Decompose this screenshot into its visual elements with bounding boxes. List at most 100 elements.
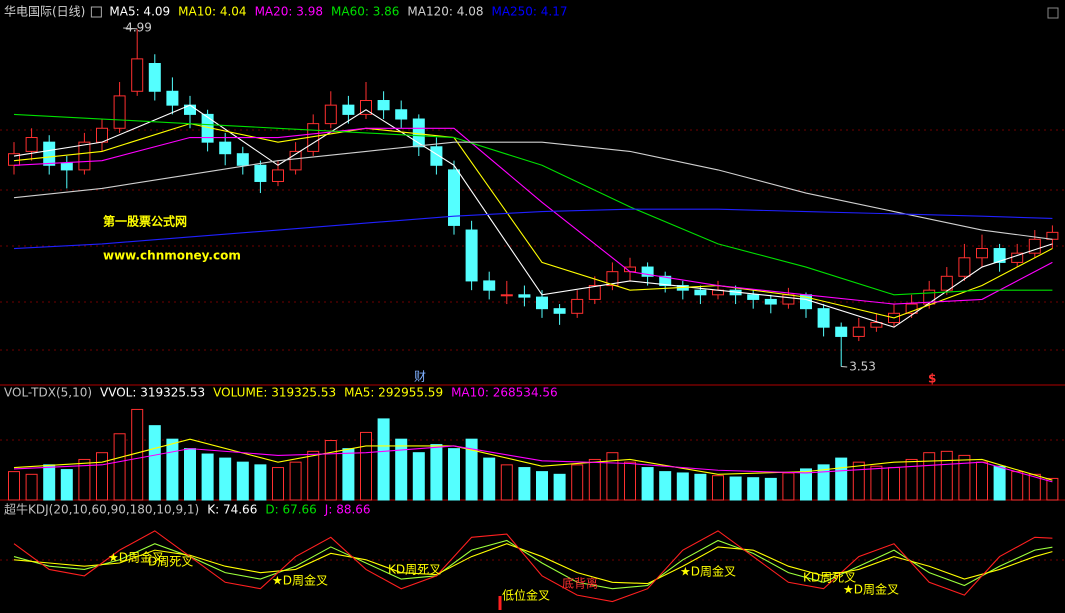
candle-body bbox=[236, 153, 249, 166]
volume-bar bbox=[360, 431, 372, 501]
signal-label: $ bbox=[928, 372, 936, 386]
watermark: 第一股票公式网 bbox=[103, 214, 187, 229]
volume-bar bbox=[60, 469, 73, 501]
volume-bar bbox=[729, 476, 742, 501]
volume-bar bbox=[307, 450, 320, 501]
volume-bar bbox=[624, 461, 636, 501]
volume-bar bbox=[395, 438, 408, 501]
volume-bar bbox=[764, 477, 777, 501]
volume-bar bbox=[43, 464, 56, 501]
volume-bar bbox=[870, 465, 883, 501]
candle-body bbox=[571, 298, 584, 314]
candle-body bbox=[500, 294, 513, 297]
volume-bar bbox=[148, 425, 161, 501]
candle-body bbox=[1028, 238, 1041, 254]
indicator-line bbox=[13, 208, 1053, 250]
candle-body bbox=[694, 289, 707, 296]
candle-body bbox=[430, 146, 443, 166]
legend-entry: VVOL: 319325.53 bbox=[100, 386, 205, 400]
volume-bar bbox=[923, 452, 936, 501]
volume-bar bbox=[166, 438, 179, 501]
volume-bar bbox=[201, 453, 214, 501]
volume-bar bbox=[712, 475, 724, 501]
volume-bar bbox=[835, 457, 848, 501]
candle-body bbox=[78, 141, 91, 171]
volume-bar bbox=[606, 452, 619, 501]
volume-bar bbox=[131, 408, 144, 501]
watermark: www.chnmoney.com bbox=[103, 249, 241, 263]
candle-body bbox=[641, 266, 654, 277]
volume-bar bbox=[641, 467, 654, 501]
candle-body bbox=[905, 303, 918, 314]
annotation: 底背离 bbox=[562, 576, 598, 591]
annotation: ★D周金叉 bbox=[843, 582, 899, 597]
low-label: 3.53 bbox=[849, 360, 876, 374]
volume-bar bbox=[377, 418, 390, 501]
candle-body bbox=[131, 58, 144, 92]
legend-entry: MA10: 4.04 bbox=[178, 5, 246, 19]
candle-body bbox=[835, 326, 848, 337]
volume-bar bbox=[113, 433, 126, 501]
candle-body bbox=[870, 322, 883, 328]
volume-bar bbox=[536, 471, 548, 501]
candle-body bbox=[817, 308, 830, 328]
candle-body bbox=[289, 150, 302, 171]
volume-bar bbox=[465, 438, 478, 501]
volume-bar bbox=[412, 452, 425, 501]
candle-body bbox=[958, 257, 971, 277]
volume-bar bbox=[905, 458, 918, 501]
annotation: ★D周金叉 bbox=[108, 550, 164, 565]
volume-bar bbox=[1011, 471, 1024, 501]
indicator-line bbox=[13, 141, 1053, 240]
panel-button[interactable] bbox=[1047, 7, 1059, 19]
candle-body bbox=[448, 169, 460, 226]
candle-body bbox=[553, 308, 566, 314]
volume-bar bbox=[96, 452, 108, 501]
candle-body bbox=[852, 326, 865, 337]
indicator-line bbox=[13, 530, 1053, 603]
indicator-line bbox=[13, 127, 1053, 305]
candle-body bbox=[483, 280, 496, 291]
volume-bar bbox=[940, 450, 953, 501]
volume-bar bbox=[747, 477, 760, 501]
volume-bar bbox=[571, 464, 584, 501]
volume-bar bbox=[483, 457, 496, 501]
candle-body bbox=[518, 294, 531, 298]
legend-entry: VOLUME: 319325.53 bbox=[213, 386, 336, 400]
annotation: 低位金叉 bbox=[502, 588, 550, 603]
annotation: D周死叉 bbox=[148, 555, 193, 569]
annotation: ★D周金叉 bbox=[680, 564, 736, 579]
volume-bar bbox=[430, 444, 443, 501]
candle-body bbox=[659, 275, 672, 287]
volume-bar bbox=[888, 467, 900, 501]
volume-bar bbox=[324, 440, 337, 501]
annotation: KD周死叉 bbox=[803, 571, 856, 585]
legend-entry: K: 74.66 bbox=[207, 503, 257, 517]
volume-bar bbox=[958, 454, 971, 501]
legend-entry: MA20: 3.98 bbox=[255, 5, 323, 19]
legend-entry: D: 67.66 bbox=[265, 503, 316, 517]
volume-bar bbox=[254, 464, 267, 501]
volume-bar bbox=[800, 468, 812, 501]
annotation: KD周死叉 bbox=[388, 563, 441, 577]
indicator-line bbox=[13, 438, 1053, 481]
volume-bar bbox=[993, 465, 1006, 501]
volume-bar bbox=[817, 464, 830, 501]
legend-entry: MA60: 3.86 bbox=[331, 5, 399, 19]
candle-body bbox=[976, 248, 988, 259]
high-label: 4.99 bbox=[125, 21, 152, 35]
volume-bar bbox=[342, 448, 355, 501]
volume-bar bbox=[553, 473, 566, 501]
candle-body bbox=[60, 162, 73, 171]
volume-bar bbox=[518, 467, 531, 501]
volume-bar bbox=[852, 461, 865, 501]
volume-bar bbox=[8, 471, 20, 501]
candle-body bbox=[148, 63, 161, 92]
volume-bar bbox=[694, 473, 707, 501]
candle-body bbox=[219, 141, 232, 155]
collapse-icon bbox=[90, 6, 102, 18]
candle-body bbox=[588, 285, 601, 300]
volume-bar bbox=[272, 467, 284, 501]
candle-body bbox=[923, 289, 936, 305]
